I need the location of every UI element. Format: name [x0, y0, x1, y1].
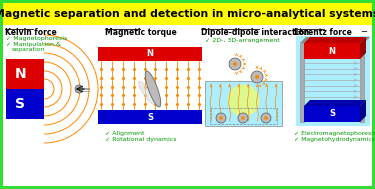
Text: Dipole-dipole interaction: Dipole-dipole interaction — [201, 28, 309, 37]
Text: S: S — [329, 109, 335, 119]
Ellipse shape — [138, 81, 156, 105]
Text: +: + — [297, 27, 303, 36]
Circle shape — [228, 84, 260, 116]
Text: ✓ Magnetophoresis: ✓ Magnetophoresis — [6, 36, 67, 41]
Bar — [205, 81, 282, 126]
Bar — [296, 36, 370, 126]
Polygon shape — [360, 37, 370, 43]
Text: −: − — [360, 27, 368, 36]
Bar — [210, 108, 277, 124]
Circle shape — [229, 58, 241, 70]
Circle shape — [216, 113, 226, 123]
Polygon shape — [304, 37, 366, 43]
Ellipse shape — [145, 71, 161, 107]
Circle shape — [75, 85, 83, 93]
Text: ✓ Manipulation &: ✓ Manipulation & — [6, 42, 61, 47]
Circle shape — [238, 113, 248, 123]
Polygon shape — [6, 89, 44, 119]
Text: S: S — [147, 112, 153, 122]
Bar — [98, 47, 202, 61]
Text: ✓ Electromagnetophoresis: ✓ Electromagnetophoresis — [294, 131, 375, 136]
Text: N: N — [15, 67, 26, 81]
Polygon shape — [300, 43, 304, 122]
Text: Kelvin force: Kelvin force — [5, 28, 57, 37]
Circle shape — [261, 113, 271, 123]
Text: N: N — [147, 50, 153, 59]
Polygon shape — [304, 100, 366, 106]
Text: separation: separation — [12, 47, 46, 52]
Text: ✓ Rotational dynamics: ✓ Rotational dynamics — [105, 137, 177, 142]
Bar — [304, 43, 360, 59]
Polygon shape — [360, 100, 366, 122]
Bar — [98, 110, 202, 124]
Circle shape — [233, 62, 237, 66]
Circle shape — [219, 116, 223, 120]
Bar — [3, 3, 372, 25]
Circle shape — [251, 71, 263, 83]
Polygon shape — [360, 37, 366, 59]
Text: Magnetic separation and detection in micro-analytical systems: Magnetic separation and detection in mic… — [0, 9, 375, 19]
Text: ✓ Alignment: ✓ Alignment — [105, 131, 144, 136]
Circle shape — [264, 116, 268, 120]
Circle shape — [255, 75, 259, 79]
Polygon shape — [360, 43, 364, 122]
Bar — [304, 106, 360, 122]
Polygon shape — [6, 59, 44, 89]
Text: N: N — [328, 46, 336, 56]
Text: S: S — [15, 97, 26, 111]
Text: ✓ Magnetohydrodynamics: ✓ Magnetohydrodynamics — [294, 137, 375, 142]
Polygon shape — [300, 37, 310, 43]
Text: Magnetic torque: Magnetic torque — [105, 28, 177, 37]
Circle shape — [241, 116, 245, 120]
Text: Lorentz force: Lorentz force — [294, 28, 352, 37]
Text: ✓ 2D-, 3D-arrangement: ✓ 2D-, 3D-arrangement — [205, 38, 280, 43]
